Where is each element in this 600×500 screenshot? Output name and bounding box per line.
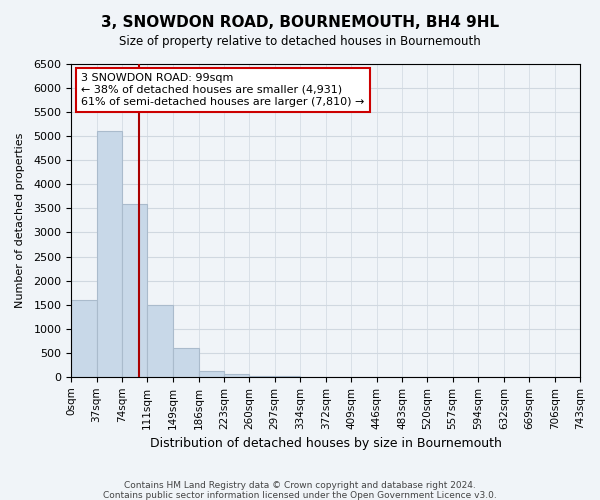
Bar	[122, 204, 147, 377]
Bar	[199, 370, 224, 377]
Text: 3, SNOWDON ROAD, BOURNEMOUTH, BH4 9HL: 3, SNOWDON ROAD, BOURNEMOUTH, BH4 9HL	[101, 15, 499, 30]
Y-axis label: Number of detached properties: Number of detached properties	[15, 132, 25, 308]
Bar	[249, 376, 275, 377]
Bar	[224, 374, 249, 377]
Bar	[173, 348, 199, 377]
Text: 3 SNOWDON ROAD: 99sqm
← 38% of detached houses are smaller (4,931)
61% of semi-d: 3 SNOWDON ROAD: 99sqm ← 38% of detached …	[82, 74, 365, 106]
Text: Contains HM Land Registry data © Crown copyright and database right 2024.: Contains HM Land Registry data © Crown c…	[124, 481, 476, 490]
Text: Contains public sector information licensed under the Open Government Licence v3: Contains public sector information licen…	[103, 491, 497, 500]
Bar	[147, 304, 173, 377]
X-axis label: Distribution of detached houses by size in Bournemouth: Distribution of detached houses by size …	[149, 437, 502, 450]
Bar	[71, 300, 97, 377]
Text: Size of property relative to detached houses in Bournemouth: Size of property relative to detached ho…	[119, 35, 481, 48]
Bar	[97, 132, 122, 377]
